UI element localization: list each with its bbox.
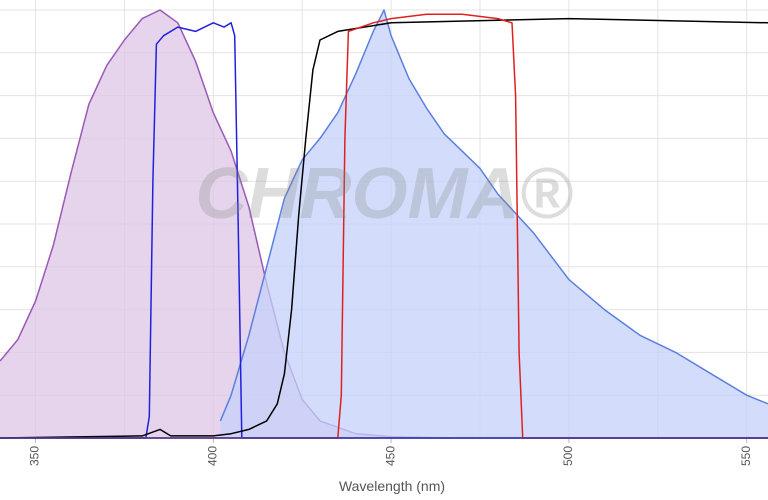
x-tick-label: 450 (383, 446, 397, 466)
spectrum-line (219, 9, 768, 422)
x-tick-label: 350 (28, 446, 42, 466)
x-axis-title: Wavelength (nm) (339, 478, 445, 494)
x-tick-label: 550 (739, 446, 753, 466)
x-tick-label: 500 (561, 446, 575, 466)
spectrum-line (0, 22, 768, 439)
spectrum-line (0, 17, 768, 439)
watermark: CHROMA® (195, 154, 573, 234)
spectrum-line (0, 13, 768, 439)
area (220, 10, 768, 438)
x-tick-label: 400 (206, 446, 220, 466)
area (0, 10, 452, 438)
